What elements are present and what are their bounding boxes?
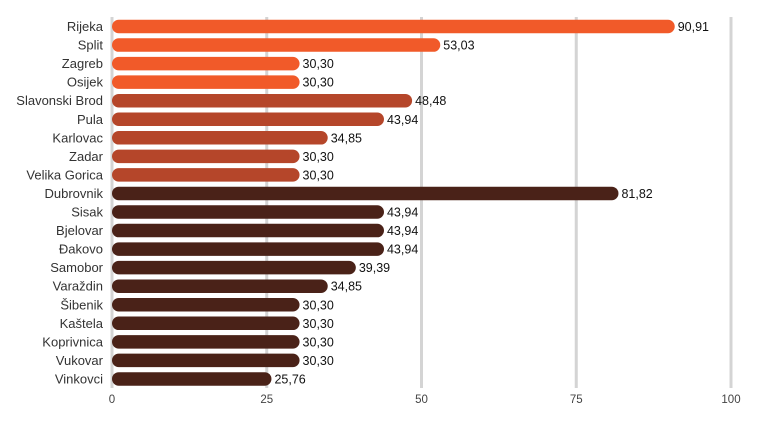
category-label-slavonski-brod: Slavonski Brod — [16, 93, 103, 108]
value-label-vukovar: 30,30 — [303, 354, 334, 368]
bar-samobor — [112, 260, 356, 275]
value-label-vinkovci: 25,76 — [274, 372, 305, 386]
value-label-dubrovnik: 81,82 — [621, 187, 652, 201]
category-label-samobor: Samobor — [50, 260, 103, 275]
value-label-velika-gorica: 30,30 — [303, 168, 334, 182]
category-label-split: Split — [78, 38, 104, 53]
value-label-karlovac: 34,85 — [331, 131, 362, 145]
bar-velika-gorica — [112, 168, 300, 182]
value-label-osijek: 30,30 — [303, 76, 334, 90]
value-label-rijeka: 90,91 — [678, 20, 709, 34]
value-label-koprivnica: 30,30 — [303, 335, 334, 349]
category-label-sisak: Sisak — [71, 205, 103, 220]
value-label-zagreb: 30,30 — [303, 57, 334, 71]
value-label-split: 53,03 — [443, 39, 474, 53]
category-label-vukovar: Vukovar — [56, 353, 104, 368]
x-tick-0: 0 — [109, 394, 115, 406]
value-label-kaštela: 30,30 — [303, 317, 334, 331]
bar-rijeka — [112, 19, 675, 34]
bar-đakovo — [112, 242, 384, 256]
category-label-rijeka: Rijeka — [67, 19, 104, 34]
bar-dubrovnik — [112, 186, 619, 201]
category-label-koprivnica: Koprivnica — [42, 334, 103, 349]
bar-šibenik — [112, 298, 300, 312]
bar-vinkovci — [112, 372, 272, 386]
bars — [112, 19, 675, 386]
bar-split — [112, 38, 441, 52]
bar-pula — [112, 112, 384, 126]
value-label-šibenik: 30,30 — [303, 298, 334, 312]
x-tick-50: 50 — [415, 394, 428, 406]
bar-sisak — [112, 205, 384, 219]
bar-osijek — [112, 75, 300, 89]
value-label-slavonski-brod: 48,48 — [415, 94, 446, 108]
value-labels: 90,91 53,03 30,30 30,30 48,48 43,94 34,85 30,30… — [274, 20, 709, 386]
bar-bjelovar — [112, 223, 384, 238]
bar-vukovar — [112, 353, 300, 368]
bar-koprivnica — [112, 335, 300, 349]
value-label-pula: 43,94 — [387, 113, 418, 127]
category-label-vinkovci: Vinkovci — [55, 371, 103, 386]
value-label-đakovo: 43,94 — [387, 243, 418, 257]
x-tick-25: 25 — [260, 394, 273, 406]
category-label-osijek: Osijek — [67, 75, 104, 90]
category-label-velika-gorica: Velika Gorica — [26, 167, 103, 182]
category-label-karlovac: Karlovac — [52, 130, 103, 145]
category-label-bjelovar: Bjelovar — [56, 223, 104, 238]
category-label-zagreb: Zagreb — [62, 56, 103, 71]
bar-karlovac — [112, 131, 328, 145]
value-label-varaždin: 34,85 — [331, 280, 362, 294]
bar-varaždin — [112, 279, 328, 293]
value-label-bjelovar: 43,94 — [387, 224, 418, 238]
bar-kaštela — [112, 316, 300, 331]
x-axis-ticks: 0 25 50 75 100 — [109, 394, 741, 406]
value-label-samobor: 39,39 — [359, 261, 390, 275]
category-labels: Rijeka Split Zagreb Osijek Slavonski Brod Pul… — [16, 19, 103, 386]
x-tick-75: 75 — [570, 394, 583, 406]
category-label-zadar: Zadar — [69, 149, 104, 164]
category-label-varaždin: Varaždin — [53, 279, 103, 294]
bar-zadar — [112, 149, 300, 164]
category-label-dubrovnik: Dubrovnik — [44, 186, 103, 201]
value-label-zadar: 30,30 — [303, 150, 334, 164]
category-label-kaštela: Kaštela — [60, 316, 104, 331]
grid-lines — [110, 17, 733, 388]
category-label-pula: Pula — [77, 112, 104, 127]
category-label-šibenik: Šibenik — [60, 297, 103, 312]
value-label-sisak: 43,94 — [387, 206, 418, 220]
x-tick-100: 100 — [721, 394, 740, 406]
bar-zagreb — [112, 56, 300, 71]
bar-slavonski-brod — [112, 93, 413, 108]
category-label-đakovo: Đakovo — [59, 242, 103, 257]
